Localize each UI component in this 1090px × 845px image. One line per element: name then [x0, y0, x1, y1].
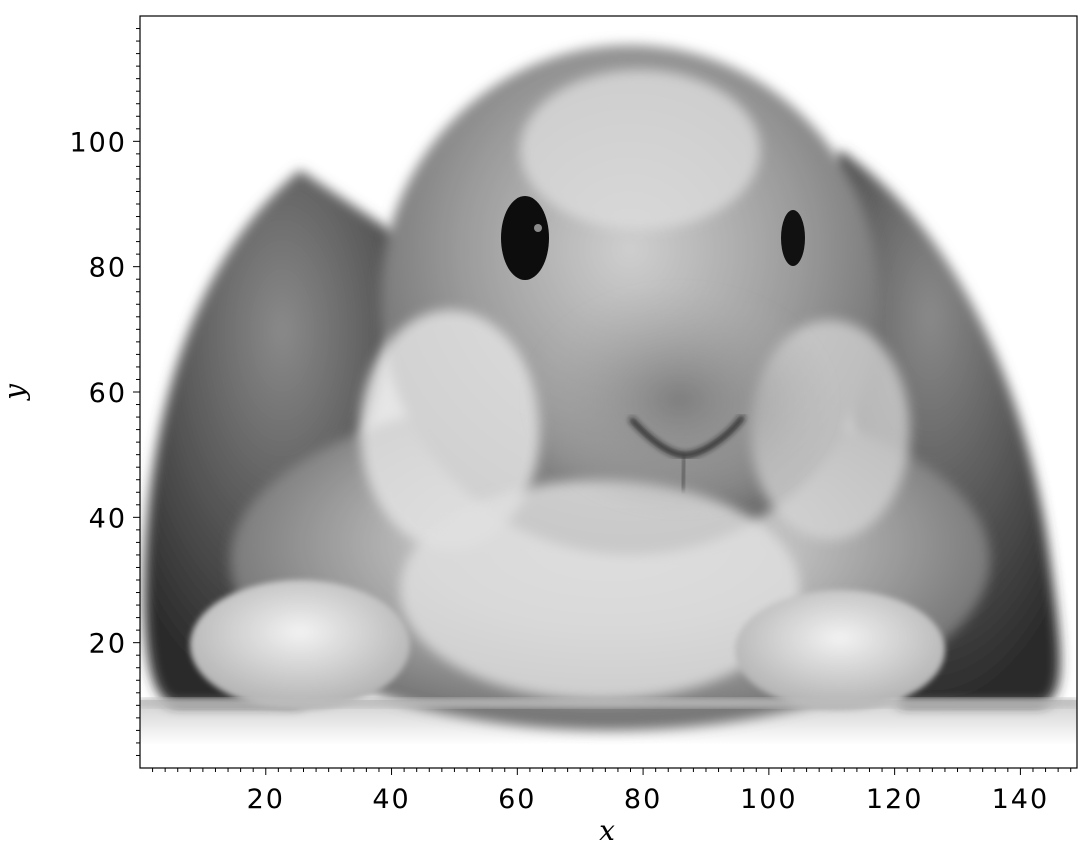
paw-left [190, 580, 410, 710]
x-tick-label: 140 [992, 784, 1050, 815]
paw-right [735, 590, 945, 710]
y-tick-label: 20 [89, 629, 127, 660]
y-tick-label: 80 [89, 253, 127, 284]
rabbit-image [140, 16, 1077, 768]
y-axis-label: y [0, 383, 31, 402]
eye-left [501, 196, 549, 280]
x-axis-label: x [599, 814, 615, 845]
y-tick-label: 40 [89, 503, 127, 534]
x-tick-label: 20 [247, 784, 285, 815]
x-tick-label: 40 [372, 784, 410, 815]
x-tick-label: 120 [866, 784, 924, 815]
x-tick-label: 100 [740, 784, 798, 815]
x-axis-ticks [152, 768, 1072, 775]
y-tick-label: 100 [69, 127, 127, 158]
y-axis-tick-labels: 20 40 60 80 100 [69, 127, 127, 660]
x-axis-tick-labels: 20 40 60 80 100 120 140 [247, 784, 1050, 815]
x-tick-label: 60 [498, 784, 536, 815]
eye-right [781, 210, 805, 266]
x-tick-label: 80 [624, 784, 662, 815]
y-tick-label: 60 [89, 378, 127, 409]
y-axis-ticks [133, 28, 140, 756]
